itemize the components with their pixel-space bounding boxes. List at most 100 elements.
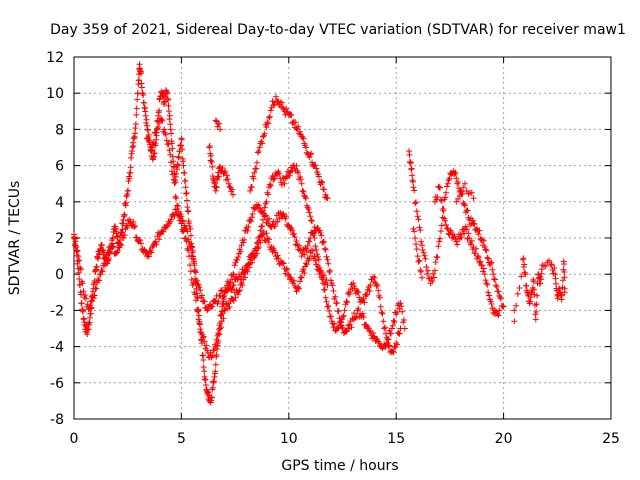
data-point-plus <box>213 336 220 343</box>
data-point-plus <box>301 270 308 276</box>
data-point-plus <box>159 228 166 235</box>
data-point-plus <box>481 271 488 278</box>
data-point-plus <box>436 238 443 245</box>
data-point-plus <box>241 236 248 243</box>
data-point-plus <box>332 293 339 300</box>
data-point-plus <box>249 211 256 217</box>
data-point-plus <box>235 291 242 298</box>
data-point-plus <box>297 274 304 281</box>
data-point-plus <box>385 336 392 343</box>
data-point-plus <box>484 281 491 288</box>
data-point-plus <box>468 189 475 196</box>
data-point-plus <box>302 193 309 200</box>
data-point-plus <box>248 218 254 225</box>
data-point-plus <box>212 343 219 350</box>
data-point-plus <box>323 253 330 260</box>
data-point-plus <box>262 212 269 219</box>
data-point-plus <box>437 235 443 242</box>
data-point-plus <box>476 227 483 234</box>
data-point-plus <box>185 247 192 254</box>
data-point-plus <box>278 181 285 188</box>
data-point-plus <box>251 169 258 176</box>
data-point-plus <box>297 278 303 285</box>
data-point-plus <box>204 347 211 354</box>
data-point-plus <box>266 113 273 120</box>
data-point-plus <box>242 274 248 281</box>
data-point-plus <box>487 298 494 305</box>
data-point-plus <box>413 199 419 206</box>
y-tick-label: 0 <box>55 267 64 283</box>
data-point-plus <box>307 213 314 220</box>
data-point-plus <box>419 274 425 281</box>
data-point-plus <box>324 195 331 202</box>
data-point-plus <box>475 231 482 238</box>
data-point-plus <box>150 139 157 146</box>
axis-ticks: 0 5 10 15 20 25 -8 -6 -4 -2 0 2 4 6 8 10 12 <box>46 50 620 447</box>
data-point-plus <box>454 241 461 248</box>
data-point-plus <box>223 172 230 179</box>
data-point-plus <box>201 298 208 305</box>
data-point-plus <box>266 114 272 121</box>
data-point-plus <box>548 261 555 268</box>
data-point-plus <box>298 274 305 281</box>
data-point-plus <box>168 168 175 175</box>
data-point-plus <box>411 187 418 194</box>
data-point-plus <box>444 180 451 187</box>
data-point-plus <box>298 180 305 187</box>
data-point-plus <box>165 102 172 109</box>
data-point-plus <box>303 248 310 254</box>
data-point-plus <box>259 223 266 230</box>
data-point-plus <box>166 147 173 154</box>
data-point-plus <box>248 214 255 221</box>
data-point-plus <box>538 276 544 283</box>
data-point-plus <box>144 127 151 134</box>
data-point-plus <box>230 297 237 304</box>
data-point-plus <box>191 260 198 267</box>
data-point-plus <box>434 194 441 201</box>
data-point-plus <box>418 268 425 275</box>
data-point-plus <box>318 269 325 276</box>
data-point-plus <box>168 130 175 137</box>
data-point-plus <box>487 260 494 267</box>
data-point-plus <box>232 294 239 301</box>
data-point-plus <box>173 170 180 177</box>
data-point-plus <box>204 307 211 314</box>
data-point-plus <box>533 308 540 315</box>
data-point-plus <box>388 325 395 332</box>
data-point-plus <box>215 298 222 305</box>
data-point-plus <box>331 321 338 328</box>
data-point-plus <box>373 283 380 290</box>
data-point-plus <box>208 152 214 159</box>
data-point-plus <box>431 274 437 281</box>
data-point-plus <box>190 280 197 287</box>
data-point-plus <box>175 162 181 169</box>
data-point-plus <box>297 176 304 183</box>
data-point-plus <box>422 255 429 262</box>
data-point-plus <box>265 120 272 127</box>
data-point-plus <box>174 202 181 209</box>
data-point-plus <box>326 308 333 314</box>
data-point-plus <box>381 325 388 332</box>
data-point-plus <box>438 197 445 204</box>
data-point-plus <box>148 249 155 256</box>
data-point-plus <box>465 230 472 237</box>
data-point-plus <box>223 287 230 294</box>
data-point-plus <box>412 235 419 242</box>
data-point-plus <box>417 227 424 234</box>
data-point-plus <box>481 243 488 250</box>
data-point-plus <box>178 220 185 227</box>
data-point-plus <box>351 283 358 289</box>
data-point-plus <box>458 191 465 198</box>
data-point-plus <box>79 280 86 287</box>
data-point-plus <box>278 99 285 106</box>
y-tick-label: -6 <box>50 376 64 392</box>
data-point-plus <box>175 154 182 161</box>
data-point-plus <box>531 291 538 298</box>
data-point-plus <box>85 306 92 313</box>
data-point-plus <box>330 324 337 331</box>
data-point-plus <box>321 239 327 245</box>
data-point-plus <box>320 274 327 281</box>
data-point-plus <box>390 317 397 324</box>
data-point-plus <box>76 257 83 264</box>
data-point-plus <box>255 244 262 251</box>
